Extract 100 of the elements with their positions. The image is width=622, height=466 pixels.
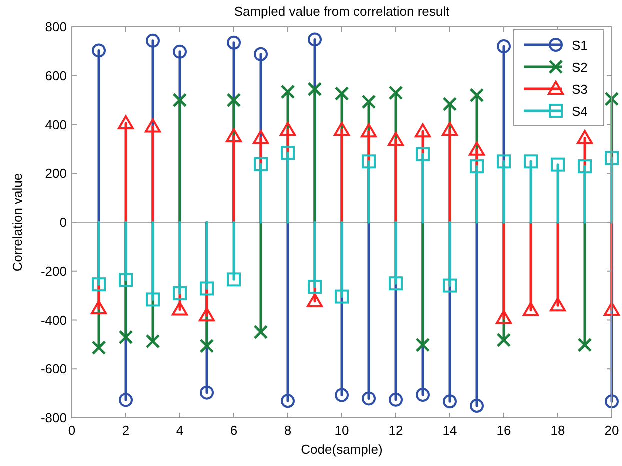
chart-title: Sampled value from correlation result (234, 4, 450, 19)
point (388, 132, 404, 146)
point (227, 272, 241, 287)
point (146, 34, 160, 48)
x-axis-title: Code(sample) (301, 442, 383, 457)
point (334, 86, 350, 101)
point (226, 93, 242, 108)
legend-label: S1 (572, 38, 588, 53)
point (308, 82, 322, 97)
point (416, 388, 430, 402)
point (442, 122, 458, 136)
legend-label: S2 (572, 60, 588, 75)
point (470, 88, 484, 103)
point (92, 44, 106, 58)
point (173, 286, 187, 300)
point (523, 302, 539, 316)
point (254, 47, 268, 62)
point (551, 158, 565, 172)
point (172, 302, 188, 316)
x-tick-label: 8 (284, 423, 292, 438)
point (118, 330, 134, 345)
y-tick-label: 600 (45, 68, 67, 84)
point (200, 282, 214, 296)
x-tick-label: 14 (442, 423, 458, 438)
point (362, 392, 376, 406)
point (524, 154, 538, 169)
point (334, 122, 350, 136)
x-tick-label: 16 (496, 423, 512, 438)
point (578, 338, 592, 352)
point (604, 302, 620, 316)
point (200, 386, 214, 400)
point (145, 118, 161, 133)
y-axis-title: Correlation value (10, 173, 25, 272)
point (91, 300, 107, 315)
x-tick-label: 6 (230, 423, 238, 438)
point (442, 96, 458, 112)
point (415, 124, 431, 138)
point (92, 278, 106, 292)
point (605, 394, 619, 409)
y-tick-label: -400 (40, 312, 67, 328)
point (172, 93, 188, 108)
y-tick-label: 400 (45, 117, 67, 132)
point (470, 399, 484, 414)
point (118, 116, 134, 130)
x-tick-label: 10 (334, 423, 350, 438)
point (416, 338, 430, 352)
point (173, 44, 187, 59)
point (92, 340, 106, 356)
x-tick-label: 18 (550, 423, 566, 438)
point (578, 160, 592, 174)
y-tick-label: 200 (45, 166, 67, 182)
point (470, 160, 484, 174)
point (335, 290, 349, 304)
point (227, 36, 241, 50)
point (497, 154, 511, 169)
point (146, 292, 160, 307)
point (253, 130, 269, 144)
point (146, 334, 160, 349)
y-tick-label: 0 (60, 215, 67, 230)
point (280, 84, 296, 100)
point (604, 92, 620, 106)
point (550, 298, 566, 312)
point (280, 122, 296, 136)
x-tick-label: 20 (604, 423, 620, 438)
y-tick-label: -600 (40, 362, 67, 377)
point (605, 151, 619, 166)
y-tick-label: 800 (45, 20, 67, 34)
point (443, 394, 457, 409)
point (416, 147, 430, 162)
point (200, 338, 214, 354)
legend-label: S3 (572, 82, 588, 97)
point (496, 310, 512, 324)
point (577, 130, 593, 144)
point (308, 280, 322, 294)
point (389, 392, 403, 407)
point (443, 278, 457, 293)
point (281, 394, 295, 408)
y-tick-label: -200 (40, 264, 67, 279)
point (389, 276, 403, 291)
point (496, 333, 512, 348)
point (254, 324, 268, 340)
point (361, 124, 377, 138)
y-tick-label: -800 (40, 410, 67, 426)
point (362, 154, 376, 169)
point (335, 388, 349, 402)
legend-label: S4 (572, 104, 588, 119)
point (469, 142, 485, 156)
point (497, 40, 511, 54)
point (307, 293, 323, 308)
point (254, 157, 268, 172)
x-tick-label: 2 (122, 423, 130, 438)
point (388, 86, 404, 100)
point (226, 128, 242, 142)
point (362, 94, 376, 110)
point (281, 146, 295, 160)
point (199, 308, 215, 322)
point (308, 32, 322, 47)
x-tick-label: 12 (388, 423, 404, 438)
x-tick-label: 4 (176, 423, 184, 438)
point (119, 393, 133, 408)
